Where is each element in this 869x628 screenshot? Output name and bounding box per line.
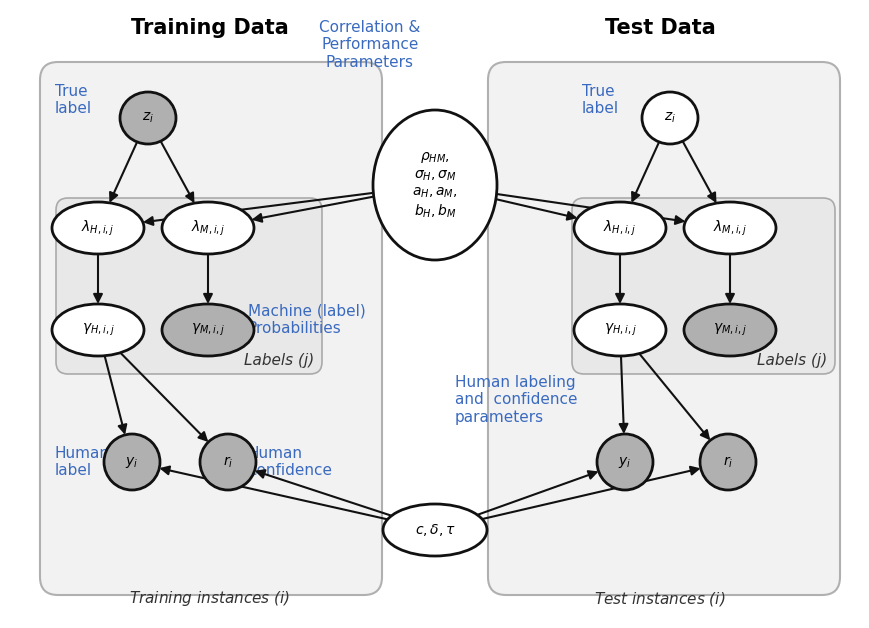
Ellipse shape bbox=[574, 202, 666, 254]
Text: $r_i$: $r_i$ bbox=[722, 454, 733, 470]
Ellipse shape bbox=[120, 92, 176, 144]
Text: Labels (j): Labels (j) bbox=[243, 353, 314, 368]
Ellipse shape bbox=[52, 202, 144, 254]
Text: $y_i$: $y_i$ bbox=[125, 455, 138, 470]
Text: True
label: True label bbox=[55, 84, 92, 116]
Text: Human
label: Human label bbox=[55, 446, 109, 478]
Text: $\gamma_{H,i,j}$: $\gamma_{H,i,j}$ bbox=[603, 322, 636, 338]
Text: Machine (label)
Probabilities: Machine (label) Probabilities bbox=[248, 304, 365, 336]
Text: Training instances ($i$): Training instances ($i$) bbox=[129, 589, 290, 608]
Text: $\lambda_{H,i,j}$: $\lambda_{H,i,j}$ bbox=[81, 219, 115, 237]
Text: $\lambda_{M,i,j}$: $\lambda_{M,i,j}$ bbox=[712, 219, 746, 237]
Ellipse shape bbox=[683, 202, 775, 254]
Text: $c, \delta, \tau$: $c, \delta, \tau$ bbox=[415, 522, 454, 538]
Ellipse shape bbox=[641, 92, 697, 144]
Text: $\gamma_{M,i,j}$: $\gamma_{M,i,j}$ bbox=[713, 322, 746, 338]
Text: $\lambda_{M,i,j}$: $\lambda_{M,i,j}$ bbox=[190, 219, 225, 237]
Ellipse shape bbox=[596, 434, 653, 490]
Ellipse shape bbox=[382, 504, 487, 556]
Text: Test Data: Test Data bbox=[604, 18, 714, 38]
Text: $z_i$: $z_i$ bbox=[142, 111, 154, 125]
PathPatch shape bbox=[40, 62, 381, 595]
Ellipse shape bbox=[373, 110, 496, 260]
Ellipse shape bbox=[52, 304, 144, 356]
Ellipse shape bbox=[574, 304, 666, 356]
Ellipse shape bbox=[700, 434, 755, 490]
Ellipse shape bbox=[683, 304, 775, 356]
Text: $\rho_{HM},$
$\sigma_H, \sigma_M$
$a_H, a_M,$
$b_H, b_M$: $\rho_{HM},$ $\sigma_H, \sigma_M$ $a_H, … bbox=[412, 150, 457, 220]
Text: $r_i$: $r_i$ bbox=[222, 454, 233, 470]
Text: Human labeling
and  confidence
parameters: Human labeling and confidence parameters bbox=[454, 375, 577, 425]
Text: Labels (j): Labels (j) bbox=[756, 353, 826, 368]
Text: Test instances ($i$): Test instances ($i$) bbox=[594, 590, 725, 608]
PathPatch shape bbox=[488, 62, 839, 595]
PathPatch shape bbox=[56, 198, 322, 374]
Text: Correlation &
Performance
Parameters: Correlation & Performance Parameters bbox=[319, 20, 421, 70]
PathPatch shape bbox=[571, 198, 834, 374]
Text: $\lambda_{H,i,j}$: $\lambda_{H,i,j}$ bbox=[602, 219, 636, 237]
Text: $\gamma_{M,i,j}$: $\gamma_{M,i,j}$ bbox=[191, 322, 225, 338]
Text: $y_i$: $y_i$ bbox=[618, 455, 631, 470]
Ellipse shape bbox=[162, 304, 254, 356]
Text: Training Data: Training Data bbox=[131, 18, 289, 38]
Ellipse shape bbox=[162, 202, 254, 254]
Text: Human
confidence: Human confidence bbox=[248, 446, 332, 478]
Ellipse shape bbox=[200, 434, 255, 490]
Text: True
label: True label bbox=[581, 84, 619, 116]
Text: $z_i$: $z_i$ bbox=[663, 111, 675, 125]
Ellipse shape bbox=[104, 434, 160, 490]
Text: $\gamma_{H,i,j}$: $\gamma_{H,i,j}$ bbox=[82, 322, 115, 338]
